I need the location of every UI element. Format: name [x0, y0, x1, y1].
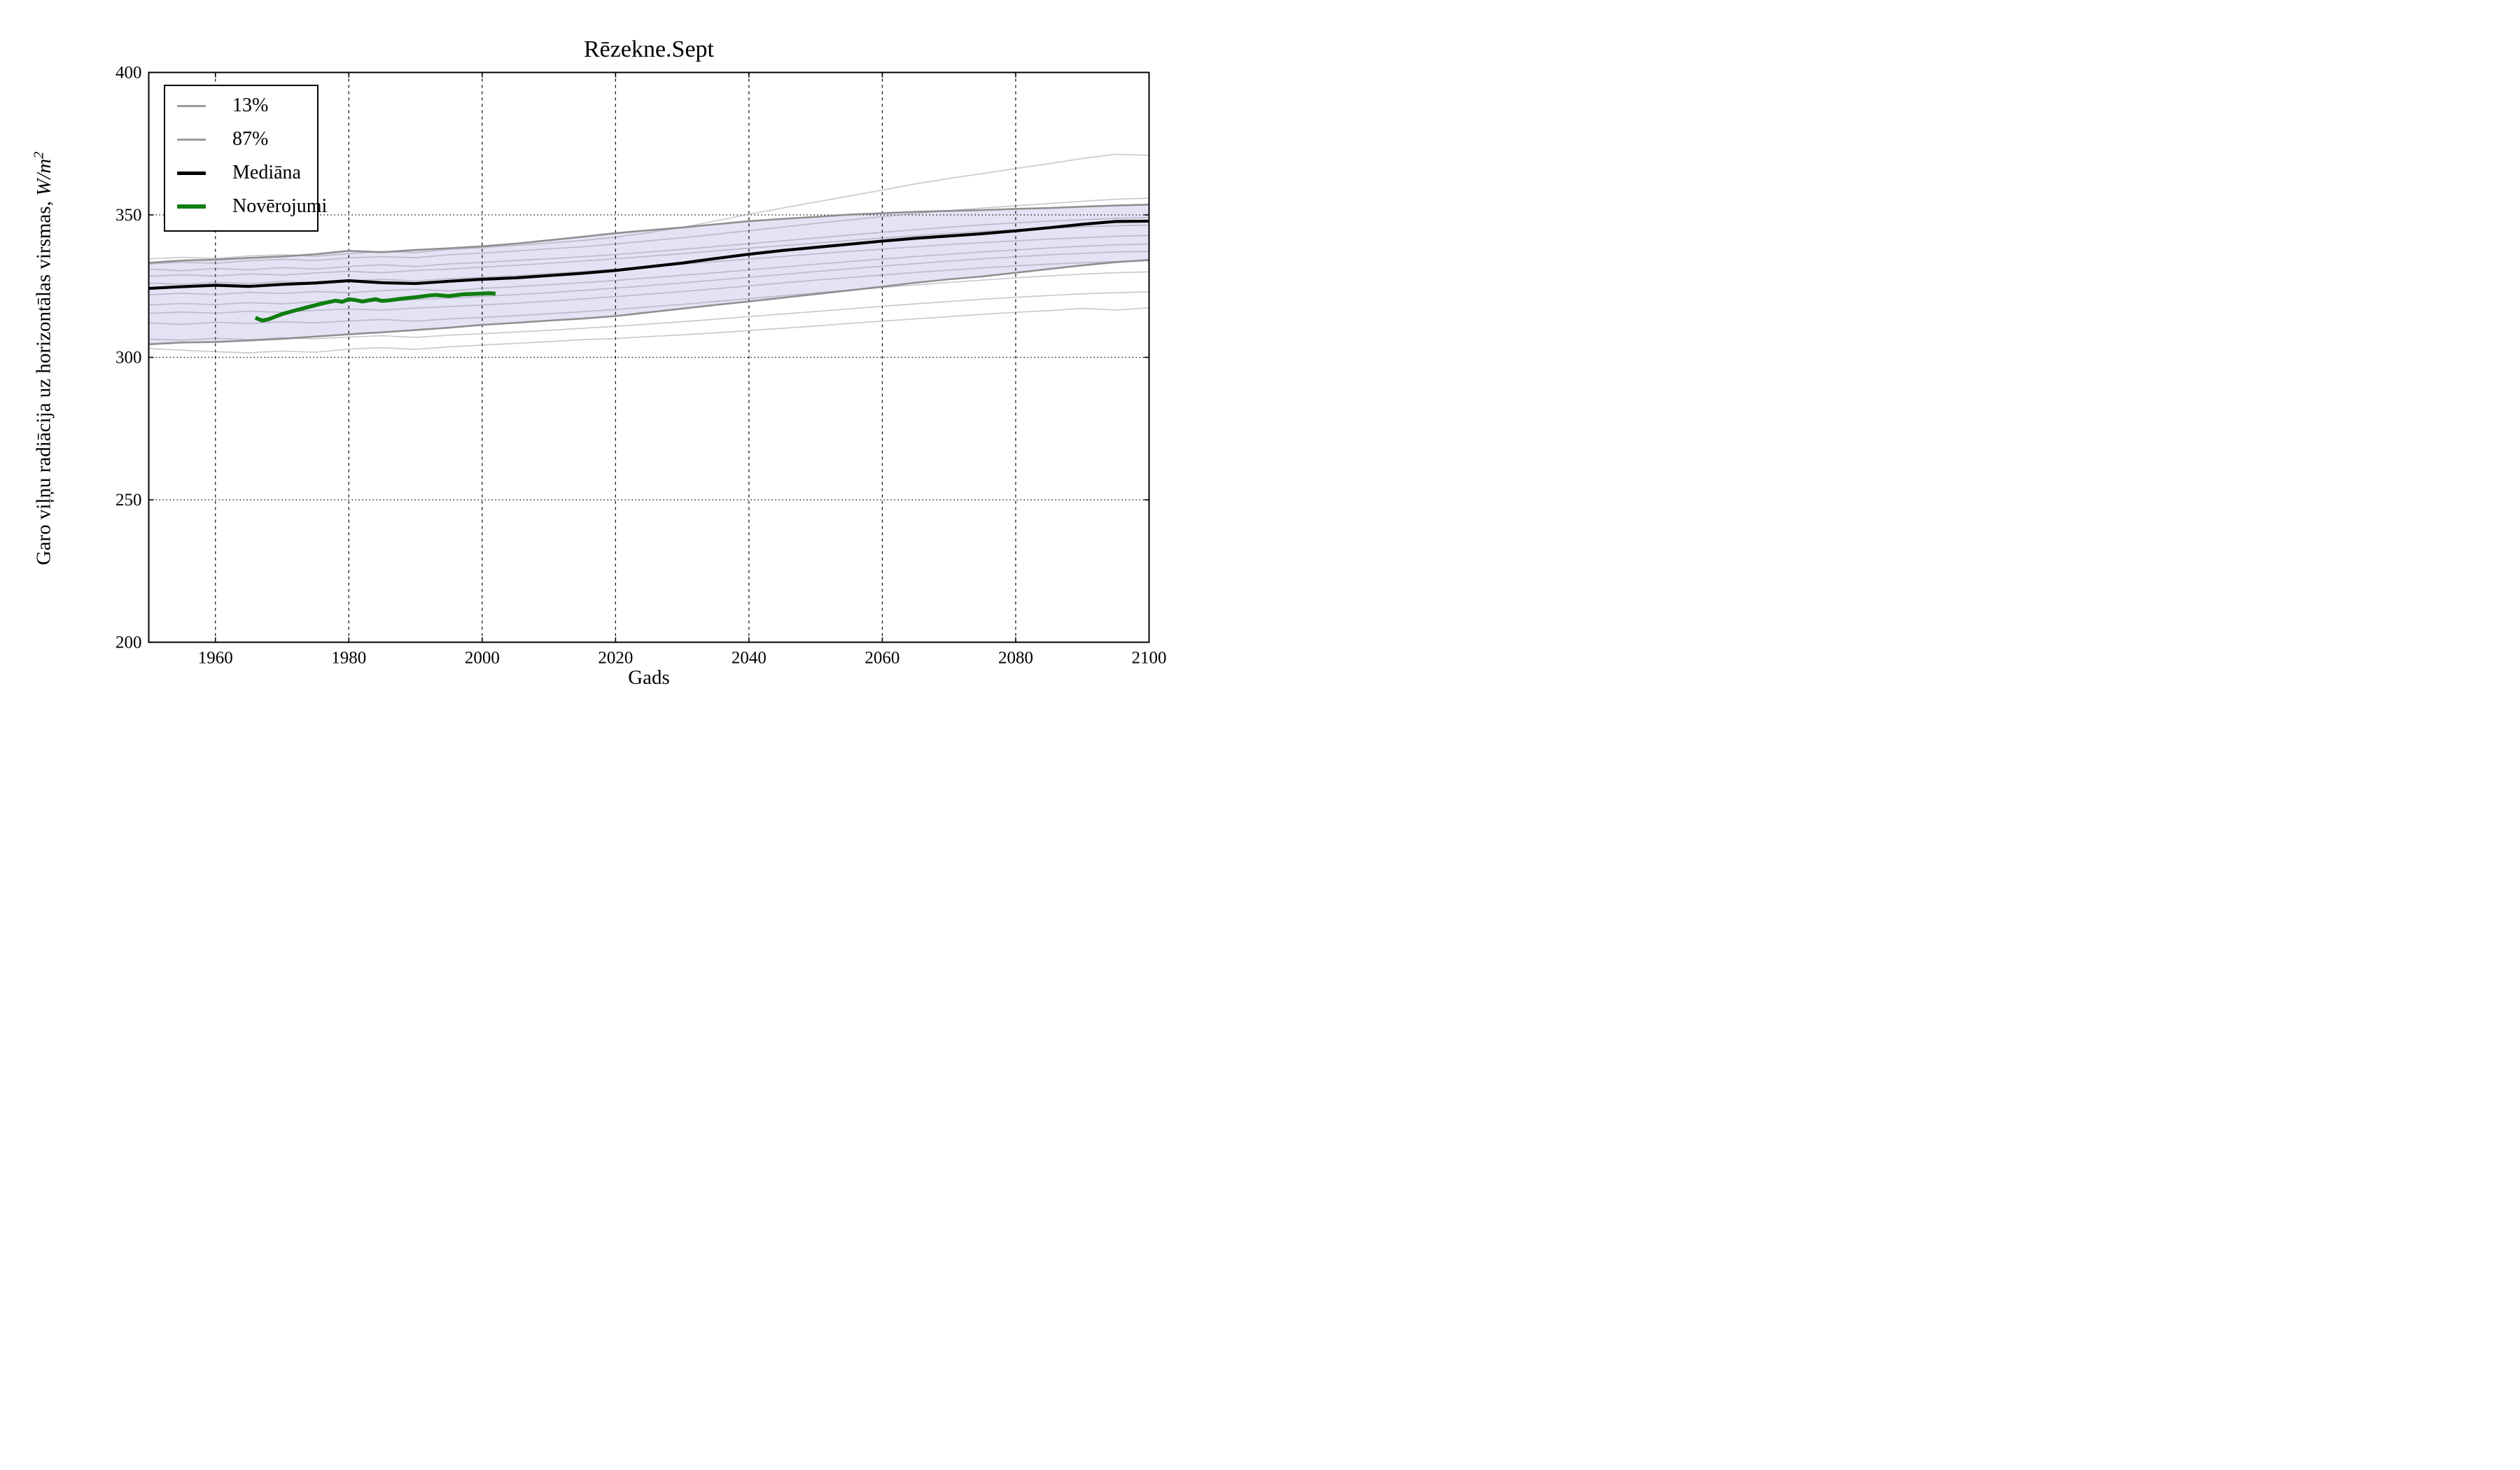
legend-box: 13% 87% Mediāna Novērojumi [164, 85, 327, 232]
legend-label-p13: 13% [232, 94, 269, 116]
ensemble-line [148, 216, 1149, 272]
legend-item-median: Mediāna [165, 156, 317, 190]
y-tick-label: 200 [115, 634, 142, 652]
x-tick-label: 2000 [465, 649, 500, 668]
y-axis-label-exponent: 2 [31, 151, 46, 159]
x-axis-label: Gads [628, 666, 670, 689]
y-axis-label-text: Garo viļņu radiācija uz horizontālas vir… [32, 195, 55, 566]
p13-line-swatch [177, 104, 206, 107]
median-line [148, 219, 1149, 290]
ensemble-line [148, 224, 1149, 277]
ensemble-line [148, 271, 1149, 326]
y-tick-label: 300 [115, 349, 142, 368]
p87-line-swatch [177, 138, 206, 141]
x-tick-label: 2100 [1132, 649, 1167, 668]
plot-area: 1960 1980 2000 2020 2040 2060 2080 2100 400 350 30… [115, 64, 1167, 668]
ensemble-line [148, 291, 1149, 341]
legend-label-median: Mediāna [232, 162, 301, 183]
median-line-swatch [177, 171, 206, 175]
x-tick-label: 1980 [331, 649, 366, 668]
legend-item-observations: Novērojumi [165, 190, 327, 223]
legend-item-p13: 13% [165, 89, 317, 122]
ensemble-line [148, 197, 1149, 265]
y-axis-label: Garo viļņu radiācija uz horizontālas vir… [31, 74, 56, 643]
x-tick-label: 2060 [864, 649, 899, 668]
x-tick-label: 2040 [732, 649, 766, 668]
ensemble-line [148, 260, 1149, 314]
legend-item-p87: 87% [165, 122, 317, 156]
ensemble-line [148, 251, 1149, 306]
y-axis-label-units: W/m2 [31, 151, 55, 196]
ensemble-line [148, 243, 1149, 296]
p13-line [148, 259, 1149, 346]
x-tick-label: 2020 [598, 649, 633, 668]
x-tick-label: 2080 [998, 649, 1033, 668]
y-tick-label: 250 [115, 491, 142, 510]
y-tick-label: 400 [115, 64, 142, 83]
x-tick-label: 1960 [198, 649, 233, 668]
legend-label-p87: 87% [232, 128, 269, 150]
ensemble-line [148, 307, 1149, 354]
p87-line [148, 204, 1149, 264]
observations-line [254, 291, 496, 323]
ensemble-line [148, 153, 1149, 260]
figure-rezekne-sept: 1960 1980 2000 2020 2040 2060 2080 2100 400 350 30… [0, 0, 1260, 735]
legend-label-observations: Novērojumi [232, 195, 328, 217]
observations-line-swatch [177, 204, 206, 209]
chart-title: Rēzekne.Sept [584, 36, 714, 62]
y-tick-label: 350 [115, 206, 142, 225]
